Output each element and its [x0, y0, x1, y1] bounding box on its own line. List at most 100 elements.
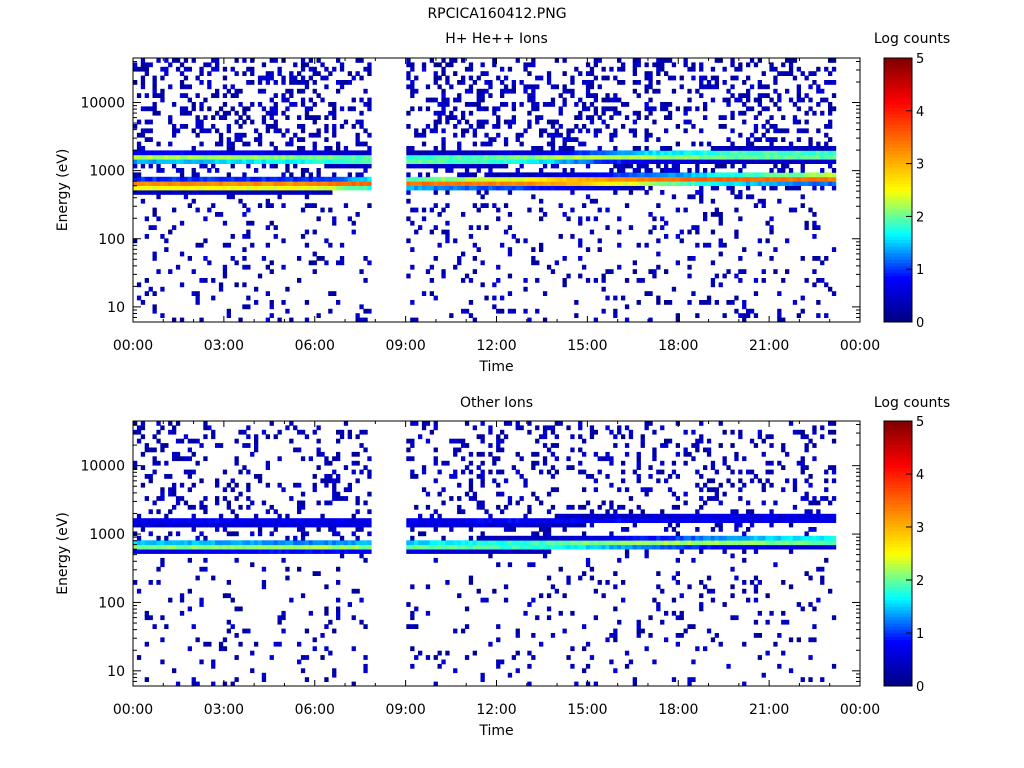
heatmap-cell [761, 159, 766, 164]
heatmap-cell [761, 146, 766, 151]
heatmap-cell [140, 154, 146, 160]
heatmap-cell [656, 71, 661, 76]
heatmap-cell [312, 115, 317, 120]
heatmap-cell [449, 62, 454, 68]
heatmap-cell [355, 509, 360, 515]
heatmap-cell [777, 181, 782, 186]
heatmap-cell [246, 443, 251, 448]
heatmap-cell [414, 154, 419, 160]
heatmap-cell [336, 185, 341, 191]
heatmap-cell [308, 154, 313, 160]
heatmap-cell [535, 522, 540, 528]
heatmap-cell [785, 163, 790, 169]
heatmap-cell [277, 615, 282, 621]
heatmap-cell [297, 544, 302, 550]
heatmap-cell [667, 176, 673, 182]
heatmap-cell [683, 451, 688, 457]
heatmap-cell [609, 97, 614, 103]
heatmap-cell [605, 269, 610, 274]
heatmap-cell [164, 185, 169, 191]
heatmap-cell [593, 518, 598, 523]
heatmap-cell [363, 150, 368, 156]
heatmap-cell [453, 238, 458, 244]
heatmap-cell [480, 469, 485, 475]
heatmap-cell [191, 527, 196, 532]
heatmap-cell [339, 549, 345, 554]
heatmap-cell [425, 438, 431, 444]
heatmap-cell [234, 71, 239, 76]
heatmap-cell [203, 150, 208, 156]
heatmap-cell [410, 518, 415, 523]
heatmap-cell [343, 185, 349, 191]
heatmap-cell [527, 421, 532, 426]
colorbar-segment [884, 163, 912, 168]
heatmap-cell [480, 150, 485, 156]
heatmap-cell [148, 286, 153, 292]
heatmap-cell [421, 207, 427, 213]
heatmap-cell [831, 172, 837, 178]
heatmap-cell [496, 185, 501, 191]
heatmap-cell [558, 540, 563, 546]
heatmap-cell [273, 641, 278, 647]
heatmap-cell [558, 176, 563, 182]
heatmap-cell [831, 176, 837, 182]
heatmap-cell [624, 278, 630, 283]
heatmap-cell [800, 128, 805, 134]
heatmap-cell [792, 115, 798, 120]
heatmap-cell [769, 225, 774, 230]
heatmap-cell [293, 425, 298, 431]
heatmap-cell [582, 513, 587, 519]
heatmap-cell [234, 58, 239, 63]
heatmap-cell [648, 269, 653, 274]
heatmap-cell [652, 597, 657, 603]
heatmap-cell [628, 185, 634, 191]
heatmap-cell [667, 172, 673, 178]
heatmap-cell [710, 176, 716, 182]
heatmap-cell [410, 62, 415, 68]
heatmap-cell [601, 181, 606, 186]
heatmap-cell [699, 513, 704, 519]
heatmap-cell [808, 181, 813, 186]
heatmap-cell [730, 115, 735, 120]
heatmap-cell [562, 172, 567, 178]
heatmap-cell [476, 540, 481, 546]
heatmap-cell [671, 513, 677, 519]
heatmap-cell [316, 181, 321, 186]
x-axis-label: Time [478, 359, 513, 375]
heatmap-cell [457, 509, 462, 515]
heatmap-cell [691, 291, 696, 296]
heatmap-cell [332, 469, 337, 475]
heatmap-cell [332, 159, 337, 164]
heatmap-cell [648, 615, 653, 621]
heatmap-cell [746, 141, 751, 147]
heatmap-cell [691, 181, 696, 186]
heatmap-cell [742, 110, 747, 116]
heatmap-cell [437, 159, 442, 164]
heatmap-cell [250, 190, 255, 195]
heatmap-cell [476, 549, 481, 554]
heatmap-cell [749, 518, 755, 523]
heatmap-cell [449, 527, 454, 532]
heatmap-cell [496, 562, 501, 568]
heatmap-cell [136, 141, 142, 147]
heatmap-cell [558, 106, 563, 112]
heatmap-cell [343, 544, 349, 550]
heatmap-cell [757, 238, 762, 244]
heatmap-cell [500, 242, 505, 248]
heatmap-cell [531, 88, 536, 94]
heatmap-cell [597, 504, 602, 510]
heatmap-cell [718, 154, 723, 160]
heatmap-cell [601, 540, 606, 546]
heatmap-cell [710, 172, 716, 178]
heatmap-cell [578, 150, 583, 156]
heatmap-cell [433, 185, 438, 191]
heatmap-cell [179, 482, 185, 488]
heatmap-cell [410, 317, 415, 323]
heatmap-cell [179, 154, 185, 160]
heatmap-cell [636, 513, 641, 519]
heatmap-cell [695, 544, 700, 550]
heatmap-cell [410, 646, 415, 652]
heatmap-cell [211, 58, 216, 63]
heatmap-cell [593, 317, 598, 323]
heatmap-cell [664, 154, 669, 160]
